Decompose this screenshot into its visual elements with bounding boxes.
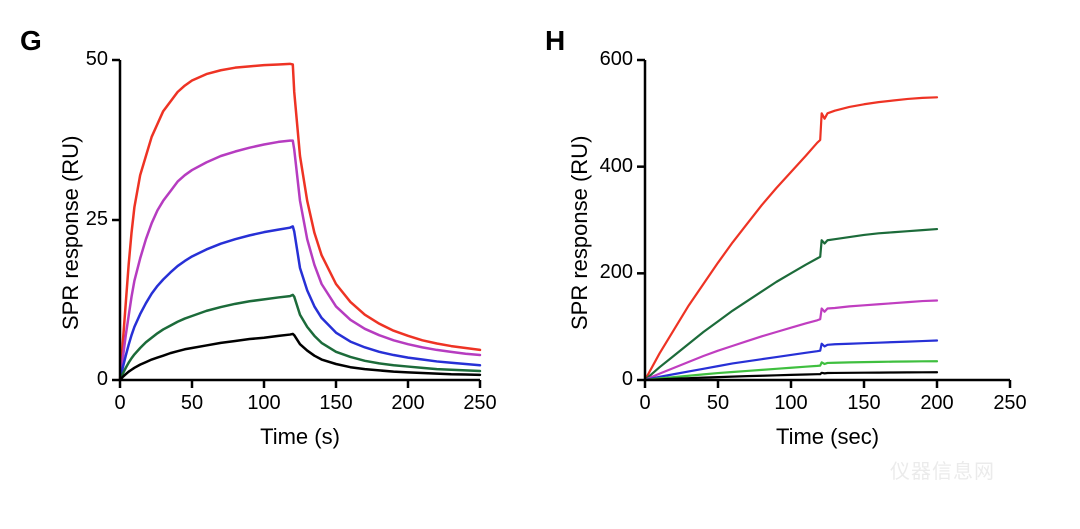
y-tick-label: 200 xyxy=(587,261,633,284)
y-tick-label: 0 xyxy=(587,368,633,391)
series-line-0 xyxy=(120,64,480,380)
x-tick-label: 0 xyxy=(620,392,670,415)
x-tick-label: 250 xyxy=(985,392,1035,415)
x-tick-label: 150 xyxy=(839,392,889,415)
panel-g-ylabel: SPR response (RU) xyxy=(58,136,84,330)
axes xyxy=(120,60,480,380)
x-tick-label: 250 xyxy=(455,392,505,415)
x-tick-label: 0 xyxy=(95,392,145,415)
y-tick-label: 25 xyxy=(62,208,108,231)
y-tick-label: 600 xyxy=(587,48,633,71)
panel-g-xlabel: Time (s) xyxy=(120,424,480,450)
x-tick-label: 50 xyxy=(167,392,217,415)
x-tick-label: 150 xyxy=(311,392,361,415)
axes xyxy=(645,60,1010,380)
y-tick-label: 400 xyxy=(587,155,633,178)
panel-g xyxy=(120,60,480,380)
series-line-3 xyxy=(120,295,480,380)
watermark-text: 仪器信息网 xyxy=(890,455,995,484)
x-tick-label: 100 xyxy=(766,392,816,415)
panel-g-label: G xyxy=(20,25,42,57)
panel-h-svg xyxy=(645,60,1010,380)
panel-h-xlabel: Time (sec) xyxy=(645,424,1010,450)
x-tick-label: 50 xyxy=(693,392,743,415)
series-line-2 xyxy=(120,226,480,380)
panel-h xyxy=(645,60,1010,380)
x-tick-label: 200 xyxy=(912,392,962,415)
x-tick-label: 100 xyxy=(239,392,289,415)
panel-h-label: H xyxy=(545,25,565,57)
series-line-0 xyxy=(645,97,937,380)
figure-root: G H SPR response (RU) SPR response (RU) … xyxy=(0,0,1080,529)
y-tick-label: 0 xyxy=(62,368,108,391)
y-tick-label: 50 xyxy=(62,48,108,71)
panel-g-svg xyxy=(120,60,480,380)
x-tick-label: 200 xyxy=(383,392,433,415)
